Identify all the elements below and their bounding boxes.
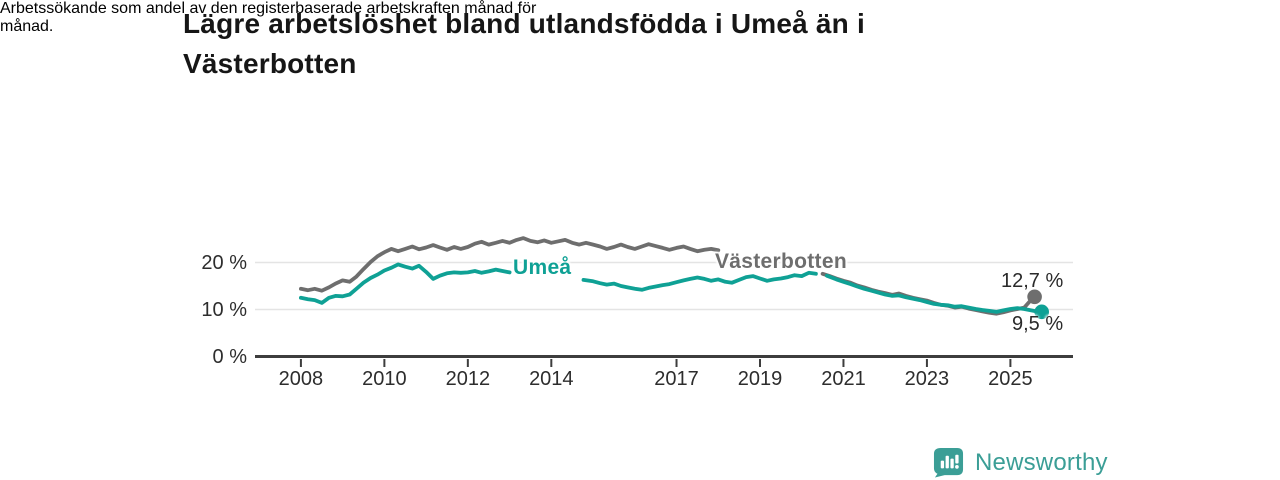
series-line-vsterbotten	[298, 236, 721, 293]
x-tick-label-2021: 2021	[821, 368, 866, 390]
series-line-ume	[298, 262, 512, 305]
y-tick-label-20: 20 %	[201, 251, 247, 274]
newsworthy-wordmark: Newsworthy	[975, 448, 1108, 476]
series-line-ume	[824, 273, 1044, 314]
series-line-ume	[581, 270, 818, 292]
x-tick-label-2023: 2023	[904, 368, 950, 390]
x-tick-label-2010: 2010	[362, 368, 407, 390]
subtitle-line-2: månad.	[0, 18, 54, 35]
x-tick-label-2014: 2014	[529, 368, 574, 390]
newsworthy-logo[interactable]: Newsworthy	[933, 447, 1108, 478]
end-dot-ume	[1034, 304, 1049, 320]
newsworthy-logo-icon	[933, 447, 964, 478]
end-dot-vsterbotten	[1027, 289, 1042, 305]
x-tick-label-2008: 2008	[278, 368, 324, 390]
x-tick-label-2019: 2019	[737, 368, 783, 390]
y-tick-label-0: 0 %	[212, 345, 247, 368]
subtitle-line-1: Arbetssökande som andel av den registerb…	[0, 0, 537, 17]
x-tick-label-2012: 2012	[445, 368, 491, 390]
series-label-umea: Umeå	[513, 256, 572, 279]
end-value-label-umea: 9,5 %	[1012, 313, 1064, 335]
x-tick-label-2025: 2025	[988, 368, 1033, 390]
title-line-2: Västerbotten	[183, 48, 357, 79]
page-title: Lägre arbetslöshet bland utlandsfödda i …	[183, 4, 1043, 84]
end-value-label-vasterbotten: 12,7 %	[1001, 270, 1064, 292]
series-label-vasterbotten: Västerbotten	[715, 250, 847, 273]
y-tick-label-10: 10 %	[201, 298, 247, 321]
title-line-1: Lägre arbetslöshet bland utlandsfödda i …	[183, 8, 865, 39]
x-tick-label-2017: 2017	[654, 368, 699, 390]
